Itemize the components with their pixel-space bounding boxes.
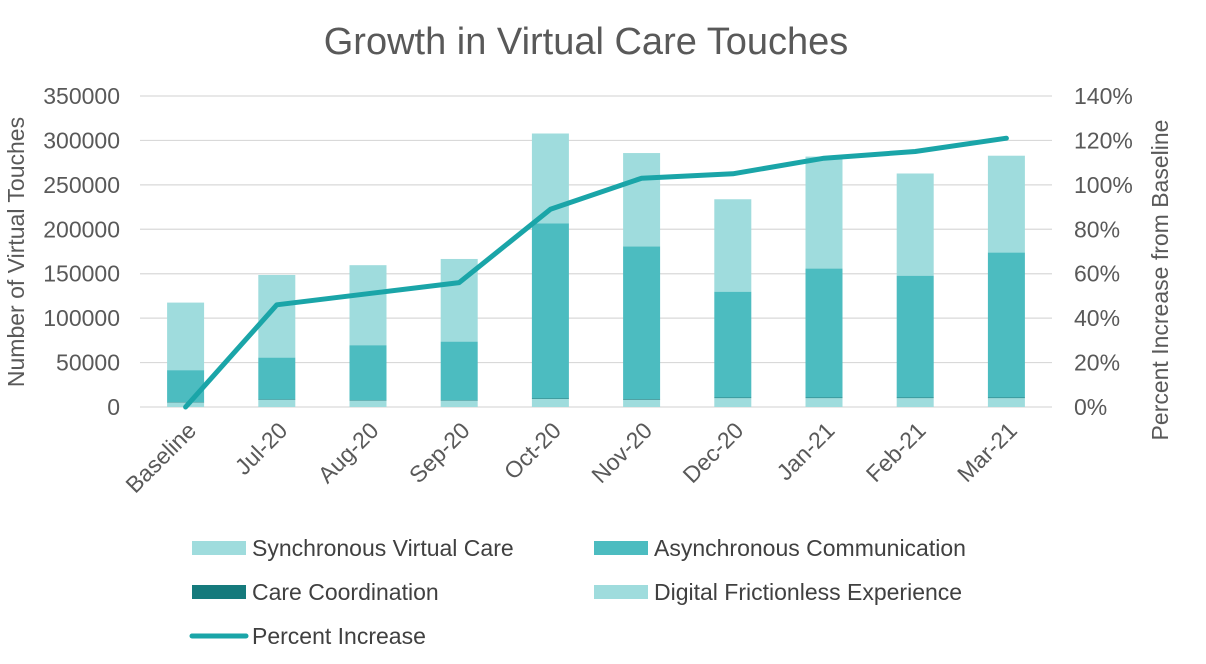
y2-axis-title: Percent Increase from Baseline <box>1147 120 1173 441</box>
bar-care-coordination <box>714 397 752 399</box>
bar-asynchronous-communication <box>896 275 934 398</box>
legend-swatch-care-coordination <box>192 585 246 599</box>
bar-synchronous-virtual-care <box>349 265 387 346</box>
bar-synchronous-virtual-care <box>896 173 934 276</box>
y2-tick-label: 100% <box>1074 172 1133 198</box>
bar-care-coordination <box>531 398 569 400</box>
legend-label-care-coordination: Care Coordination <box>252 579 439 605</box>
y-tick-label: 200000 <box>43 216 120 242</box>
y2-tick-label: 80% <box>1074 216 1120 242</box>
x-tick-label: Baseline <box>120 417 201 498</box>
x-tick-label: Sep-20 <box>404 417 475 488</box>
bar-digital-frictionless-experience <box>258 399 296 407</box>
legend-label-percent-increase: Percent Increase <box>252 623 426 649</box>
y-tick-label: 50000 <box>56 350 120 376</box>
y-tick-label: 300000 <box>43 127 120 153</box>
bar-digital-frictionless-experience <box>440 400 478 407</box>
bar-care-coordination <box>805 397 843 399</box>
bar-care-coordination <box>258 399 296 400</box>
legend: Synchronous Virtual Care Asynchronous Com… <box>189 535 966 649</box>
x-tick-label: Jan-21 <box>771 417 839 485</box>
legend-swatch-digital-frictionless-experience <box>594 585 648 599</box>
bar-asynchronous-communication <box>167 370 205 403</box>
right-axis-ticks: 0% 20% 40% 60% 80% 100% 120% 140% <box>1074 83 1133 420</box>
y-axis-title: Number of Virtual Touches <box>3 117 29 387</box>
bar-digital-frictionless-experience <box>531 399 569 407</box>
bar-care-coordination <box>349 400 387 401</box>
x-tick-label: Oct-20 <box>499 417 566 484</box>
bar-asynchronous-communication <box>531 223 569 399</box>
bar-digital-frictionless-experience <box>714 398 752 407</box>
y-tick-label: 250000 <box>43 172 120 198</box>
x-tick-label: Nov-20 <box>586 417 657 488</box>
y-tick-label: 350000 <box>43 83 120 109</box>
percent-line-group <box>183 135 1009 410</box>
bar-asynchronous-communication <box>349 345 387 401</box>
bars-group <box>167 133 1025 407</box>
y2-tick-label: 120% <box>1074 127 1133 153</box>
x-tick-label: Jul-20 <box>230 417 293 480</box>
y-tick-label: 0 <box>107 394 120 420</box>
percent-increase-line <box>183 135 1009 410</box>
bar-care-coordination <box>896 397 934 399</box>
bar-synchronous-virtual-care <box>623 153 661 247</box>
legend-swatch-synchronous-virtual-care <box>192 541 246 555</box>
x-tick-label: Aug-20 <box>313 417 384 488</box>
bar-care-coordination <box>987 397 1025 399</box>
bar-digital-frictionless-experience <box>623 399 661 407</box>
x-axis-ticks: Baseline Jul-20 Aug-20 Sep-20 Oct-20 Nov-20 De… <box>120 417 1022 498</box>
bar-synchronous-virtual-care <box>167 302 205 371</box>
y2-tick-label: 140% <box>1074 83 1133 109</box>
y2-tick-label: 40% <box>1074 305 1120 331</box>
y-tick-label: 100000 <box>43 305 120 331</box>
bar-synchronous-virtual-care <box>805 156 843 269</box>
bar-digital-frictionless-experience <box>349 400 387 407</box>
y-tick-label: 150000 <box>43 261 120 287</box>
y2-tick-label: 20% <box>1074 350 1120 376</box>
legend-label-asynchronous-communication: Asynchronous Communication <box>654 535 966 561</box>
bar-asynchronous-communication <box>987 252 1025 398</box>
bar-care-coordination <box>440 400 478 401</box>
chart-title: Growth in Virtual Care Touches <box>324 21 849 63</box>
y2-tick-label: 60% <box>1074 261 1120 287</box>
left-axis-ticks: 0 50000 100000 150000 200000 250000 300000 3500… <box>43 83 120 420</box>
legend-label-synchronous-virtual-care: Synchronous Virtual Care <box>252 535 514 561</box>
x-tick-label: Dec-20 <box>678 417 749 488</box>
bar-digital-frictionless-experience <box>896 398 934 407</box>
bar-asynchronous-communication <box>440 341 478 401</box>
bar-digital-frictionless-experience <box>805 398 843 407</box>
bar-asynchronous-communication <box>805 268 843 398</box>
x-tick-label: Mar-21 <box>952 417 1022 487</box>
bar-asynchronous-communication <box>258 357 296 400</box>
legend-swatch-asynchronous-communication <box>594 541 648 555</box>
bar-asynchronous-communication <box>623 246 661 400</box>
bar-digital-frictionless-experience <box>987 398 1025 407</box>
bar-asynchronous-communication <box>714 291 752 398</box>
y2-tick-label: 0% <box>1074 394 1107 420</box>
bar-synchronous-virtual-care <box>714 199 752 292</box>
bar-synchronous-virtual-care <box>987 155 1025 253</box>
bar-care-coordination <box>623 399 661 400</box>
legend-label-digital-frictionless-experience: Digital Frictionless Experience <box>654 579 962 605</box>
x-tick-label: Feb-21 <box>861 417 931 487</box>
